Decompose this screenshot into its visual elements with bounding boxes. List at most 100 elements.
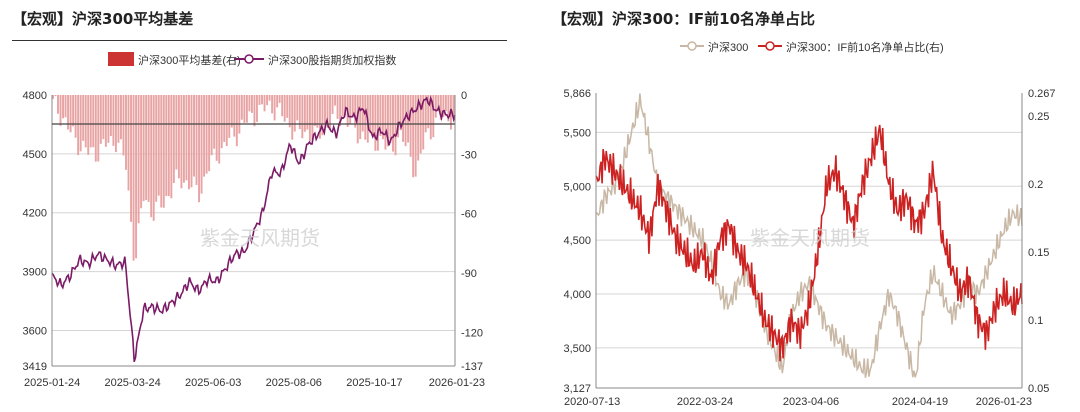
- left-y-tick: 5,000: [563, 181, 591, 193]
- basis-bar: [311, 95, 314, 141]
- right-hs300-line: [595, 93, 1023, 378]
- left-y-tick: 4,000: [563, 289, 591, 301]
- right-netratio-line: [595, 124, 1023, 362]
- basis-bar: [429, 95, 432, 140]
- right-watermark: 紫金天风期货: [750, 227, 870, 250]
- basis-bar: [434, 95, 437, 118]
- basis-bar: [394, 95, 397, 156]
- basis-bar: [167, 95, 170, 197]
- basis-bar: [127, 95, 130, 191]
- basis-bar: [248, 95, 251, 112]
- basis-bar: [97, 95, 100, 162]
- left-y-tick: 4200: [23, 208, 47, 220]
- right-y-tick: -90: [461, 268, 477, 280]
- basis-bar: [125, 95, 127, 170]
- basis-bar: [94, 95, 97, 162]
- basis-bar: [120, 95, 122, 140]
- legend-marker-netratio: [765, 41, 775, 51]
- basis-bar: [157, 95, 160, 196]
- basis-bar: [281, 95, 284, 117]
- x-tick: 2020-07-13: [564, 396, 620, 408]
- right-y-tick: -60: [461, 209, 477, 221]
- basis-bar: [200, 95, 203, 194]
- basis-bar: [361, 95, 364, 132]
- basis-bar: [62, 95, 64, 119]
- basis-bar: [240, 95, 243, 120]
- basis-bar: [364, 95, 367, 140]
- left-chart-title: 【宏观】沪深300平均基差: [12, 10, 194, 28]
- basis-bar: [298, 95, 301, 130]
- basis-bar: [198, 95, 201, 203]
- basis-bar: [215, 95, 218, 161]
- basis-bar: [293, 95, 296, 132]
- basis-bar: [230, 95, 233, 128]
- basis-bar: [266, 95, 269, 106]
- basis-bar: [432, 95, 435, 138]
- basis-bar: [175, 95, 178, 170]
- basis-bar: [182, 95, 185, 183]
- basis-bar: [424, 95, 427, 133]
- right-y-tick: 0.15: [1028, 247, 1049, 259]
- basis-bar: [288, 95, 291, 128]
- basis-bar: [190, 95, 193, 188]
- basis-bar: [92, 95, 95, 148]
- right-y-tick: -120: [461, 327, 483, 339]
- basis-bar: [402, 95, 405, 142]
- basis-bar: [389, 95, 392, 143]
- x-tick: 2026-01-23: [429, 377, 485, 389]
- basis-bar: [399, 95, 402, 131]
- basis-bar: [208, 95, 211, 172]
- basis-bar: [397, 95, 399, 138]
- basis-bar: [104, 95, 107, 147]
- right-chart: 沪深300 沪深300：IF前10名净单占比(右) 紫金天风期货 5,8665,…: [563, 40, 1055, 408]
- basis-bar: [172, 95, 175, 184]
- basis-bar: [102, 95, 105, 140]
- basis-bar: [64, 95, 67, 118]
- x-tick: 2025-10-17: [346, 377, 402, 389]
- basis-bar: [271, 95, 274, 114]
- basis-bar: [444, 95, 447, 112]
- basis-bar: [162, 95, 165, 208]
- basis-bar: [331, 95, 334, 115]
- x-tick: 2026-01-23: [976, 396, 1032, 408]
- left-panel: 【宏观】沪深300平均基差 沪深300平均基差(右) 沪深300股指期货加权指数…: [0, 0, 520, 412]
- right-tick-labels: 5,866 5,500 5,000 4,500 4,000 3,500 3,127 0.267…: [563, 88, 1055, 408]
- x-tick: 2022-03-24: [677, 396, 733, 408]
- basis-bar: [59, 95, 62, 126]
- basis-bar: [329, 95, 331, 130]
- basis-bar: [155, 95, 158, 202]
- basis-bar: [381, 95, 384, 140]
- right-chart-title: 【宏观】沪深300：IF前10名净单占比: [552, 10, 816, 28]
- basis-bar: [79, 95, 82, 152]
- basis-bar: [308, 95, 311, 142]
- basis-bar: [349, 95, 352, 124]
- right-y-tick: 0.05: [1028, 383, 1049, 395]
- basis-bar: [145, 95, 148, 200]
- basis-bar: [318, 95, 321, 139]
- basis-bar: [452, 95, 455, 117]
- basis-bar: [245, 95, 248, 123]
- left-y-tick: 3,127: [563, 383, 591, 395]
- basis-bar: [69, 95, 72, 133]
- basis-bar: [412, 95, 415, 178]
- basis-bar: [351, 95, 354, 117]
- left-chart: 沪深300平均基差(右) 沪深300股指期货加权指数 紫金天风期货 4800 45…: [23, 52, 485, 389]
- basis-bar: [82, 95, 85, 141]
- left-y-tick: 4800: [23, 90, 47, 102]
- basis-bar: [210, 95, 213, 156]
- basis-bar: [87, 95, 90, 155]
- basis-bar: [278, 95, 281, 103]
- basis-bar: [54, 95, 57, 97]
- basis-bar: [296, 95, 299, 121]
- right-y-tick: 0.1: [1028, 315, 1043, 327]
- basis-bar: [283, 95, 286, 122]
- x-tick: 2025-08-06: [266, 377, 322, 389]
- basis-bar: [359, 95, 362, 140]
- basis-bar: [117, 95, 120, 143]
- basis-bar: [374, 95, 377, 151]
- basis-bar: [77, 95, 80, 156]
- left-legend: 沪深300平均基差(右) 沪深300股指期货加权指数: [108, 52, 396, 67]
- basis-bar: [225, 95, 228, 147]
- basis-bar: [74, 95, 77, 138]
- left-basis-bars: [52, 95, 455, 261]
